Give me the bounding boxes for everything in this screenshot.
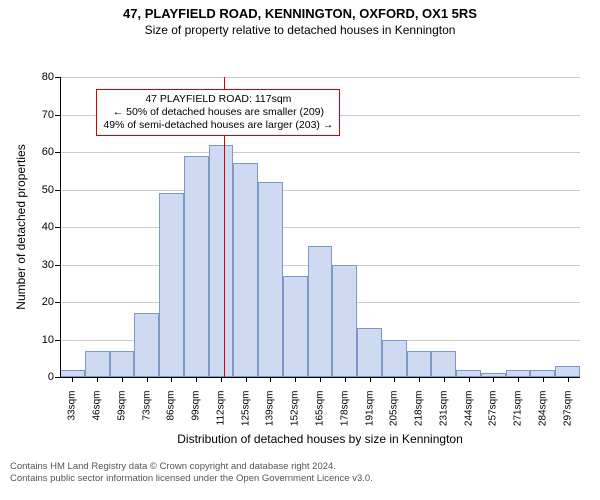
x-tick-label: 297sqm: [562, 391, 573, 441]
grid-line: [60, 152, 580, 153]
x-tick-label: 257sqm: [488, 391, 499, 441]
annotation-line: ← 50% of detached houses are smaller (20…: [103, 106, 333, 119]
x-tick-label: 218sqm: [414, 391, 425, 441]
histogram-bar: [258, 182, 283, 377]
footer-line-1: Contains HM Land Registry data © Crown c…: [10, 461, 590, 473]
x-tick-label: 33sqm: [67, 391, 78, 441]
grid-line: [60, 190, 580, 191]
y-tick-label: 80: [26, 71, 54, 83]
histogram-bar: [382, 340, 407, 378]
x-axis-line: [60, 377, 580, 378]
footer-line-2: Contains public sector information licen…: [10, 473, 590, 485]
histogram-bar: [407, 351, 432, 377]
histogram-bar: [555, 366, 580, 377]
x-tick-label: 231sqm: [438, 391, 449, 441]
x-tick-label: 165sqm: [315, 391, 326, 441]
x-tick-label: 284sqm: [537, 391, 548, 441]
y-tick-label: 30: [26, 259, 54, 271]
x-tick-label: 59sqm: [116, 391, 127, 441]
x-tick-label: 178sqm: [339, 391, 350, 441]
y-tick-label: 0: [26, 371, 54, 383]
histogram-bar: [506, 370, 531, 378]
x-tick-label: 112sqm: [215, 391, 226, 441]
chart-title-main: 47, PLAYFIELD ROAD, KENNINGTON, OXFORD, …: [0, 6, 600, 21]
histogram-bar: [431, 351, 456, 377]
annotation-box: 47 PLAYFIELD ROAD: 117sqm← 50% of detach…: [96, 89, 340, 136]
histogram-bar: [283, 276, 308, 377]
histogram-bar: [184, 156, 209, 377]
x-tick-label: 86sqm: [166, 391, 177, 441]
x-tick-label: 152sqm: [290, 391, 301, 441]
x-tick-label: 191sqm: [364, 391, 375, 441]
histogram-bar: [134, 313, 159, 377]
y-tick-label: 40: [26, 221, 54, 233]
plot-area: 47 PLAYFIELD ROAD: 117sqm← 50% of detach…: [60, 77, 580, 377]
y-axis-line: [60, 77, 61, 377]
histogram-bar: [308, 246, 333, 377]
x-tick-label: 139sqm: [265, 391, 276, 441]
x-tick-label: 271sqm: [513, 391, 524, 441]
histogram-bar: [85, 351, 110, 377]
histogram-bar: [60, 370, 85, 378]
x-tick-label: 205sqm: [389, 391, 400, 441]
histogram-bar: [110, 351, 135, 377]
histogram-bar: [332, 265, 357, 378]
y-tick-label: 60: [26, 146, 54, 158]
x-tick-label: 244sqm: [463, 391, 474, 441]
grid-line: [60, 77, 580, 78]
histogram-bar: [209, 145, 234, 378]
plot-container: 47 PLAYFIELD ROAD: 117sqm← 50% of detach…: [0, 37, 600, 457]
annotation-line: 47 PLAYFIELD ROAD: 117sqm: [103, 93, 333, 106]
footer-attribution: Contains HM Land Registry data © Crown c…: [10, 461, 590, 485]
y-tick-label: 10: [26, 334, 54, 346]
y-tick-label: 70: [26, 109, 54, 121]
chart-title-sub: Size of property relative to detached ho…: [0, 23, 600, 37]
x-tick-label: 125sqm: [240, 391, 251, 441]
x-tick-label: 99sqm: [191, 391, 202, 441]
y-tick-label: 50: [26, 184, 54, 196]
histogram-bar: [233, 163, 258, 377]
histogram-bar: [357, 328, 382, 377]
x-tick-label: 73sqm: [141, 391, 152, 441]
annotation-line: 49% of semi-detached houses are larger (…: [103, 119, 333, 132]
histogram-bar: [530, 370, 555, 378]
grid-line: [60, 227, 580, 228]
x-tick-label: 46sqm: [92, 391, 103, 441]
histogram-bar: [456, 370, 481, 378]
histogram-bar: [159, 193, 184, 377]
y-tick-label: 20: [26, 296, 54, 308]
